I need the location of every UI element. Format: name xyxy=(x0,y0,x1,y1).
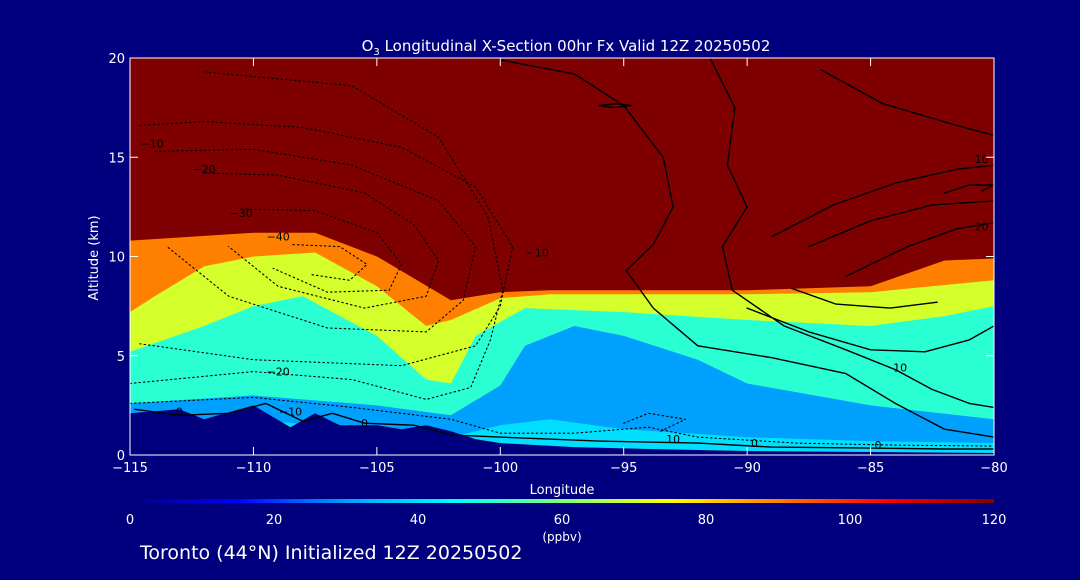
y-tick-label-3: 15 xyxy=(108,151,125,166)
colorbar xyxy=(130,499,994,503)
contour-label-7: 0 xyxy=(361,417,368,430)
colorbar-unit: (ppbv) xyxy=(542,530,581,544)
contour-label-1: −20 xyxy=(192,163,215,176)
contour-dotted-1 xyxy=(154,148,477,333)
contour-label-10: 0 xyxy=(875,439,882,452)
y-tick-label-2: 10 xyxy=(108,251,125,266)
x-tick-label-7: −80 xyxy=(980,461,1007,476)
contour-label-11: 10 xyxy=(893,362,907,375)
terrain xyxy=(130,405,994,455)
contour-label-0: −10 xyxy=(141,137,164,150)
contour-label-12: 10 xyxy=(975,153,989,166)
footer-caption: Toronto (44°N) Initialized 12Z 20250502 xyxy=(140,542,523,564)
contour-label-5: −10 xyxy=(279,405,302,418)
contour-solid-9 xyxy=(499,59,994,438)
chart-title-subscript: 3 xyxy=(373,47,379,58)
contour-label-13: 20 xyxy=(975,221,989,234)
colorbar-tick-label-1: 20 xyxy=(266,513,283,528)
chart-title-rest: Longitudinal X-Section 00hr Fx Valid 12Z… xyxy=(380,37,771,55)
contour-dotted-0 xyxy=(139,120,514,367)
chart-title-species: O xyxy=(362,37,374,55)
contour-dotted-2 xyxy=(203,172,440,309)
contour-solid-18 xyxy=(598,102,632,109)
y-tick-label-1: 5 xyxy=(117,350,125,365)
x-tick-label-1: −110 xyxy=(236,461,272,476)
colorbar-tick-label-2: 40 xyxy=(410,513,427,528)
colorbar-tick-label-3: 60 xyxy=(554,513,571,528)
contour-dotted-6 xyxy=(130,396,994,447)
contour-dotted-4 xyxy=(292,244,368,281)
plot-contour-labels: −10 −20 −30 −40 −20 −10 0 0 10 0 0 10 10 20 −10 xyxy=(141,137,989,452)
contour-label-9: 0 xyxy=(751,437,758,450)
colorbar-tick-label-5: 100 xyxy=(838,513,863,528)
x-tick-label-6: −85 xyxy=(857,461,884,476)
x-tick-label-2: −105 xyxy=(359,461,395,476)
y-tick-label-0: 0 xyxy=(117,449,125,464)
contour-solid-17 xyxy=(943,184,994,194)
contour-solid-8 xyxy=(134,402,994,450)
contour-label-2: −30 xyxy=(229,207,252,220)
x-axis: −115 −110 −105 −100 −95 −90 −85 −80 xyxy=(112,58,1008,476)
contour-solid-13 xyxy=(808,200,994,248)
chart-title: O3 Longitudinal X-Section 00hr Fx Valid … xyxy=(362,37,771,58)
contour-label-4: −20 xyxy=(266,366,289,379)
x-axis-label: Longitude xyxy=(530,483,595,498)
x-tick-label-5: −90 xyxy=(733,461,760,476)
y-axis: 0 5 10 15 20 xyxy=(108,52,994,464)
contour-solid-10 xyxy=(709,58,994,409)
contour-label-6: 0 xyxy=(176,405,183,418)
contour-solid-16 xyxy=(790,287,938,309)
x-tick-label-3: −100 xyxy=(482,461,518,476)
fill-region-0 xyxy=(130,58,994,301)
plot-contours xyxy=(130,58,994,450)
contour-label-3: −40 xyxy=(266,231,289,244)
contour-dotted-5 xyxy=(130,71,504,400)
x-tick-label-0: −115 xyxy=(112,461,148,476)
contour-solid-11 xyxy=(820,69,994,137)
contour-dotted-7 xyxy=(623,412,686,432)
colorbar-ramp xyxy=(130,499,994,503)
contour-label-8: 10 xyxy=(666,433,680,446)
y-tick-label-4: 20 xyxy=(108,52,125,67)
contour-dotted-3 xyxy=(240,208,403,293)
x-tick-label-4: −95 xyxy=(610,461,637,476)
contour-solid-12 xyxy=(771,164,994,238)
y-axis-label: Altitude (km) xyxy=(87,215,102,300)
contour-solid-14 xyxy=(845,222,994,278)
contour-label-14: −10 xyxy=(526,247,549,260)
colorbar-tick-label-6: 120 xyxy=(982,513,1007,528)
contour-solid-15 xyxy=(746,307,994,353)
plot-fills xyxy=(130,58,994,455)
colorbar-tick-label-4: 80 xyxy=(698,513,715,528)
colorbar-tick-label-0: 0 xyxy=(126,513,134,528)
colorbar-ticks: 0 20 40 60 80 100 120 xyxy=(126,513,1007,528)
